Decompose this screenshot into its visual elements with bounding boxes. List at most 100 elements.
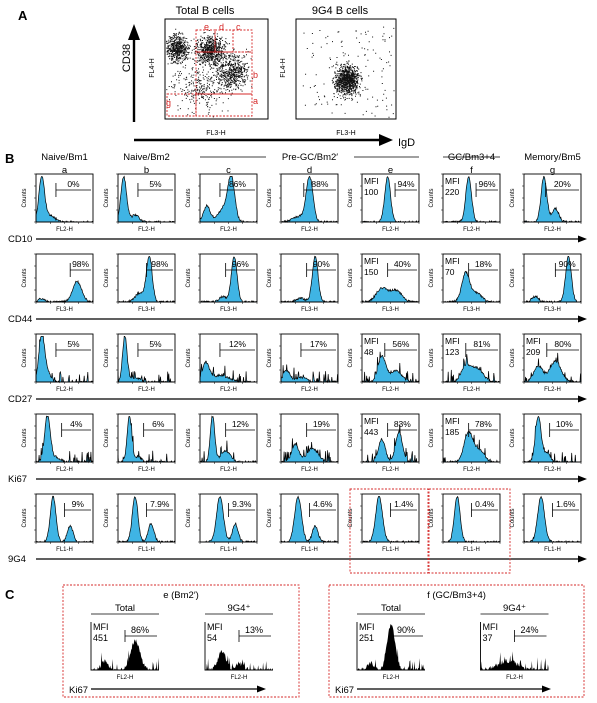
- histogram-fill: [117, 175, 176, 223]
- percent-label: 1.4%: [394, 499, 414, 509]
- marker-label-bg: [8, 551, 36, 563]
- axis-label: FL2-H: [463, 227, 480, 233]
- gate-letter-b: b: [253, 70, 258, 80]
- counts-label: Counts: [348, 188, 354, 207]
- histogram-fill: [280, 364, 339, 384]
- histogram-fill: [443, 270, 501, 303]
- percent-label: 5%: [149, 339, 162, 349]
- pregc-title: Pre-GC/Bm2′: [282, 152, 338, 163]
- marker-label-9g4: 9G4: [8, 554, 26, 565]
- histogram-9g4-g: 1.6% FL1-H Counts: [510, 493, 582, 553]
- axis-label: FL3-H: [544, 307, 561, 313]
- percent-label: 88%: [311, 179, 328, 189]
- histogram-fill: [35, 336, 94, 384]
- axis-label: FL1-H: [220, 547, 237, 553]
- histogram-row-cd10: 0% FL2-H Counts 5% FL2-H Counts 86% FL2-H Counts…: [8, 173, 587, 245]
- histogram-fill: [36, 495, 93, 543]
- histogram-fill: [281, 175, 338, 223]
- gate-g: [166, 93, 197, 117]
- dotplot-total-ylabel: FL4-H: [149, 58, 156, 77]
- histogram-cd27-a: 5% FL2-H Counts: [22, 333, 94, 393]
- percent-label: 90%: [559, 259, 576, 269]
- panelc-ki67-arrowhead: [542, 685, 551, 693]
- percent-label: 4%: [70, 419, 83, 429]
- column-title-f: GC/Bm3+4: [448, 152, 495, 163]
- panelc-percent: 13%: [245, 625, 263, 635]
- marker-arrowhead: [578, 475, 587, 483]
- counts-label: Counts: [348, 268, 354, 287]
- histogram-cd44-a: 98% FL3-H Counts: [22, 253, 94, 313]
- column-title-b: Naive/Bm2: [123, 152, 169, 163]
- histogram-fill: [361, 287, 420, 303]
- counts-label: Counts: [510, 188, 516, 207]
- counts-label: Counts: [22, 268, 28, 287]
- histogram-fill: [362, 424, 420, 464]
- axis-label: FL3-H: [56, 307, 73, 313]
- histogram-9g4-f: 0.4% FL1-H Counts: [429, 493, 501, 553]
- mfi-label: MFI: [364, 336, 379, 346]
- mfi-label: MFI: [364, 256, 379, 266]
- axis-label: FL2-H: [301, 227, 318, 233]
- axis-label: FL1-H: [56, 547, 73, 553]
- highlight-box-f: [428, 488, 511, 574]
- histogram-cd10-c: 86% FL2-H Counts: [186, 173, 258, 233]
- histogram-grid: 0% FL2-H Counts 5% FL2-H Counts 86% FL2-H Counts…: [8, 173, 587, 574]
- marker-label-bg: [8, 391, 36, 403]
- histogram-cd44-g: 90% FL3-H Counts: [510, 253, 582, 313]
- axis-label: FL2-H: [56, 387, 73, 393]
- percent-label: 18%: [475, 259, 492, 269]
- panelc-histogram: [480, 651, 549, 670]
- counts-label: Counts: [510, 268, 516, 287]
- marker-label-ki67: Ki67: [8, 474, 27, 485]
- igd-arrow-head: [379, 134, 393, 146]
- percent-label: 90%: [313, 259, 330, 269]
- panelc-subtitle: 9G4⁺: [228, 603, 251, 614]
- percent-label: 12%: [232, 419, 249, 429]
- axis-label: FL3-H: [220, 307, 237, 313]
- panelc-marker: Ki67: [335, 685, 354, 696]
- counts-label: Counts: [104, 428, 110, 447]
- dotplot-9g4-xlabel: FL3-H: [336, 130, 355, 137]
- counts-label: Counts: [186, 428, 192, 447]
- axis-label: FL2-H: [463, 467, 480, 473]
- axis-label: FL2-H: [463, 387, 480, 393]
- percent-label: 9%: [72, 499, 85, 509]
- axis-label: FL3-H: [463, 307, 480, 313]
- axis-label: FL2-H: [138, 387, 155, 393]
- panelc-frame: [62, 584, 300, 698]
- counts-label: Counts: [186, 268, 192, 287]
- axis-label: FL2-H: [220, 227, 237, 233]
- cd38-label: CD38: [121, 44, 133, 72]
- panelc-mfi-label: MFI: [483, 622, 499, 632]
- axis-label: FL2-H: [382, 467, 399, 473]
- column-letter-b: b: [144, 165, 149, 176]
- mfi-value: 220: [445, 187, 459, 197]
- mfi-value: 100: [364, 187, 378, 197]
- column-letter-f: f: [470, 165, 473, 176]
- histogram-cd10-a: 0% FL2-H Counts: [22, 173, 94, 233]
- mfi-value: 443: [364, 427, 378, 437]
- marker-label-bg: [8, 471, 36, 483]
- panelc-mfi-value: 37: [483, 633, 493, 643]
- axis-label: FL2-H: [301, 387, 318, 393]
- counts-label: Counts: [22, 188, 28, 207]
- histogram-row-9g4: 9% FL1-H Counts 7.9% FL1-H Counts 9.3% FL1-H Cou…: [8, 493, 587, 565]
- gate-letter-a: a: [253, 96, 258, 106]
- panelc-axis-label: FL2-H: [506, 675, 523, 681]
- counts-label: Counts: [348, 348, 354, 367]
- percent-label: 10%: [556, 419, 573, 429]
- axis-label: FL3-H: [138, 307, 155, 313]
- dotplot-total-dots: [166, 28, 254, 118]
- marker-arrowhead: [578, 315, 587, 323]
- mfi-value: 70: [445, 267, 455, 277]
- histogram-fill: [117, 336, 176, 384]
- axis-label: FL2-H: [138, 467, 155, 473]
- panelc-ki67-arrowhead: [257, 685, 266, 693]
- panelc-title: f (GC/Bm3+4): [427, 590, 486, 601]
- panel-c: C e (Bm2′)TotalMFI45186%FL2-H9G4⁺MFI5413…: [5, 584, 585, 698]
- counts-label: Counts: [104, 348, 110, 367]
